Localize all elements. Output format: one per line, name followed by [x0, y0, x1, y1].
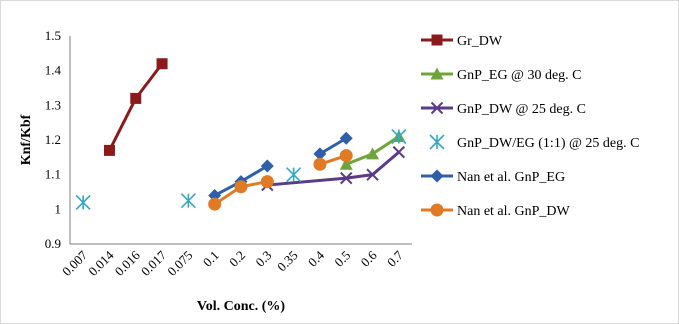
- legend-item: GnP_DW @ 25 deg. C: [421, 101, 586, 117]
- legend-marker: [430, 169, 444, 183]
- data-point: [339, 157, 353, 170]
- legend-label: Nan et al. GnP_DW: [457, 204, 571, 219]
- legend-label: GnP_DW @ 25 deg. C: [457, 102, 586, 117]
- series: [75, 58, 407, 211]
- legend: Gr_DW GnP_EG @ 30 deg. C GnP_DW @ 25 deg. …: [421, 34, 639, 219]
- series-3: [75, 128, 407, 210]
- legend-label: GnP_DW/EG (1:1) @ 25 deg. C: [457, 136, 639, 151]
- data-point: [180, 193, 196, 209]
- x-axis-title: Vol. Conc. (%): [197, 299, 285, 314]
- data-point: [339, 131, 353, 145]
- y-axis-title: Knf/Kbf: [19, 114, 34, 165]
- legend-marker: [430, 101, 444, 115]
- data-point: [234, 180, 248, 194]
- data-point: [391, 128, 407, 145]
- data-point: [339, 149, 353, 163]
- data-point: [366, 168, 379, 181]
- y-tick-label: 1: [55, 201, 62, 216]
- legend-item: Nan et al. GnP_EG: [421, 169, 565, 185]
- y-tick-label: 0.9: [45, 236, 61, 251]
- legend-item: Gr_DW: [421, 34, 503, 49]
- legend-marker: [430, 203, 444, 217]
- legend-item: GnP_EG @ 30 deg. C: [421, 67, 582, 83]
- y-tick-label: 1.2: [45, 132, 61, 147]
- data-point: [260, 159, 274, 173]
- axes: [69, 36, 412, 245]
- data-point: [130, 92, 142, 104]
- series-5: [208, 149, 353, 211]
- y-tick-label: 1.3: [45, 97, 61, 112]
- series-0: [103, 58, 168, 156]
- legend-item: Nan et al. GnP_DW: [421, 203, 571, 219]
- data-point: [392, 145, 406, 159]
- legend-marker: [429, 134, 445, 150]
- data-point: [313, 157, 327, 171]
- legend-item: GnP_DW/EG (1:1) @ 25 deg. C: [429, 134, 639, 151]
- data-point: [286, 167, 302, 183]
- data-point: [260, 175, 274, 189]
- data-point: [156, 58, 168, 70]
- data-point: [366, 147, 380, 160]
- legend-label: GnP_EG @ 30 deg. C: [457, 68, 582, 83]
- y-tick-label: 1.5: [45, 28, 61, 43]
- y-tick-label: 1.4: [45, 63, 62, 78]
- y-tick-label: 1.1: [45, 167, 61, 182]
- data-point: [313, 147, 327, 161]
- legend-marker: [431, 34, 443, 46]
- data-point: [75, 194, 91, 210]
- legend-marker: [430, 67, 444, 80]
- series-line: [267, 150, 400, 187]
- data-point: [103, 144, 115, 156]
- data-point: [340, 171, 353, 185]
- legend-label: Gr_DW: [457, 34, 503, 49]
- series-line: [319, 136, 347, 156]
- legend-label: Nan et al. GnP_EG: [457, 170, 565, 185]
- data-point: [208, 197, 222, 211]
